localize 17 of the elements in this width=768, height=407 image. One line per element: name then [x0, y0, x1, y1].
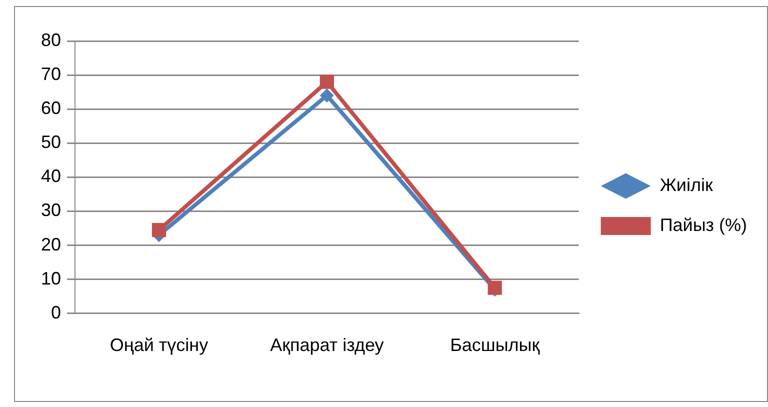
y-tick-label: 0 — [51, 302, 62, 322]
x-tick-label: Ақпарат іздеу — [270, 335, 384, 356]
y-tick-label: 40 — [40, 166, 62, 186]
point — [320, 74, 334, 89]
x-tick-label: Оңай түсіну — [110, 335, 208, 356]
point — [320, 88, 334, 102]
y-tick-label: 10 — [40, 268, 62, 288]
y-tick-label: 50 — [40, 132, 62, 152]
y-tick-label: 80 — [40, 30, 62, 50]
legend-label: Жиілік — [660, 174, 713, 195]
y-tick-label: 60 — [40, 98, 62, 118]
legend-label: Пайыз (%) — [660, 214, 747, 235]
point — [152, 222, 166, 238]
y-tick-label: 30 — [40, 200, 62, 220]
y-tick-label: 70 — [40, 64, 62, 84]
y-tick-label: 20 — [40, 234, 62, 254]
x-tick-label: Басшылық — [450, 335, 540, 356]
